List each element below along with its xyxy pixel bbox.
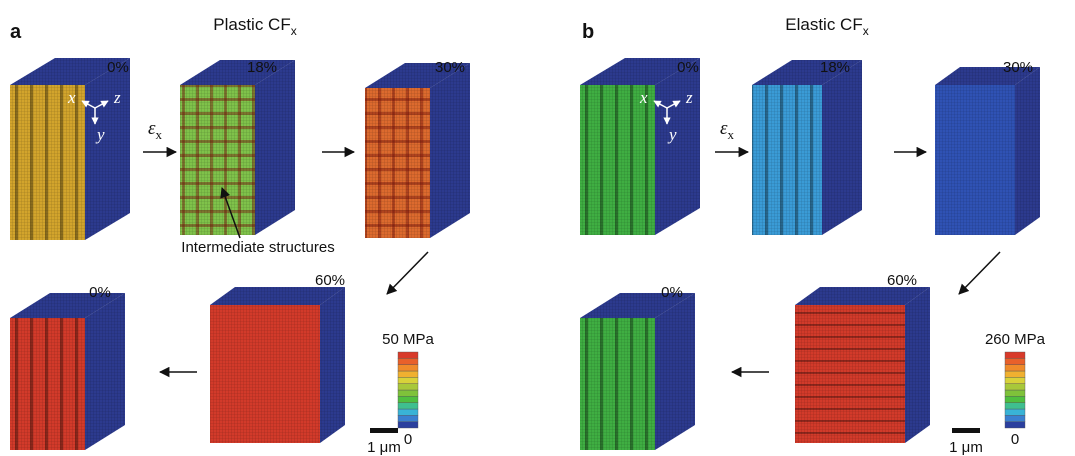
block-mesh (10, 85, 85, 240)
axis-label: y (667, 125, 677, 144)
strain-label: 0% (661, 284, 683, 301)
block-mesh (255, 60, 295, 235)
colorbar-min: 0 (404, 431, 412, 448)
block: 60% (210, 272, 345, 443)
block-mesh (655, 58, 700, 235)
block: 30% (365, 59, 470, 238)
colorbar-band (398, 390, 418, 396)
block: 18% (180, 59, 295, 235)
block-mesh (795, 305, 905, 443)
strain-symbol: εx (720, 118, 735, 142)
colorbar-band (398, 365, 418, 371)
arrow (959, 252, 1000, 294)
title-subscript: x (291, 24, 297, 38)
panel-label: b (582, 21, 594, 43)
block-mesh (822, 60, 862, 235)
colorbar-band (1005, 415, 1025, 421)
colorbar-max: 50 MPa (382, 331, 434, 348)
block-mesh (320, 287, 345, 443)
colorbar-band (398, 352, 418, 358)
title-subscript: x (863, 24, 869, 38)
colorbar-band (398, 396, 418, 402)
axis-label: x (67, 88, 76, 107)
block: 60% (795, 272, 930, 443)
colorbar-band (1005, 390, 1025, 396)
block-mesh (10, 318, 85, 450)
colorbar-band (398, 422, 418, 428)
scale-bar (370, 428, 398, 433)
colorbar-band (1005, 365, 1025, 371)
colorbar-band (1005, 384, 1025, 390)
strain-label: 30% (435, 59, 465, 76)
block: 18% (752, 59, 862, 235)
scale-label: 1 μm (367, 439, 401, 456)
block: 30% (935, 59, 1040, 235)
colorbar-band (1005, 403, 1025, 409)
block-mesh (580, 318, 655, 450)
strain-label: 60% (315, 272, 345, 289)
block-mesh (752, 85, 822, 235)
panel-title: Elastic CFx (785, 15, 868, 38)
colorbar-band (398, 409, 418, 415)
strain-subscript: x (156, 127, 163, 142)
strain-label: 0% (89, 284, 111, 301)
block-pattern (210, 305, 320, 443)
colorbar-min: 0 (1011, 431, 1019, 448)
strain-label: 18% (247, 59, 277, 76)
axis-label: x (639, 88, 648, 107)
colorbar-band (1005, 358, 1025, 364)
colorbar-band (398, 403, 418, 409)
title-text: Plastic CF (213, 15, 290, 34)
scale-bar (952, 428, 980, 433)
block: 0% (10, 58, 130, 240)
block-mesh (365, 88, 430, 238)
colorbar-band (398, 415, 418, 421)
arrow (387, 252, 428, 294)
axis-label: y (95, 125, 105, 144)
panel-title: Plastic CFx (213, 15, 296, 38)
block: 0% (580, 58, 700, 235)
strain-subscript: x (728, 127, 735, 142)
strain-label: 0% (107, 59, 129, 76)
axis-label: z (113, 88, 121, 107)
colorbar-band (398, 377, 418, 383)
figure: aPlastic CFx0%18%30%60%0%xyzεxIntermedia… (0, 0, 1075, 456)
title-text: Elastic CF (785, 15, 862, 34)
block-mesh (580, 85, 655, 235)
panel-label: a (10, 21, 22, 43)
block-mesh (1015, 67, 1040, 235)
block-pattern (935, 85, 1015, 235)
scale-label: 1 μm (949, 439, 983, 456)
strain-label: 18% (820, 59, 850, 76)
colorbar-band (398, 371, 418, 377)
colorbar-band (1005, 352, 1025, 358)
colorbar-band (1005, 422, 1025, 428)
colorbar-band (1005, 377, 1025, 383)
block: 0% (10, 284, 125, 450)
axis-label: z (685, 88, 693, 107)
strain-symbol: εx (148, 118, 163, 142)
colorbar-band (1005, 371, 1025, 377)
block-mesh (85, 58, 130, 240)
colorbar-band (398, 384, 418, 390)
block-mesh (430, 63, 470, 238)
strain-label: 60% (887, 272, 917, 289)
colorbar-max: 260 MPa (985, 331, 1046, 348)
strain-label: 0% (677, 59, 699, 76)
colorbar-band (1005, 409, 1025, 415)
block-mesh (180, 85, 255, 235)
colorbar-band (1005, 396, 1025, 402)
block-mesh (655, 293, 695, 450)
annotation: Intermediate structures (181, 239, 334, 256)
colorbar-band (398, 358, 418, 364)
block-mesh (905, 287, 930, 443)
strain-label: 30% (1003, 59, 1033, 76)
block: 0% (580, 284, 695, 450)
block-mesh (85, 293, 125, 450)
